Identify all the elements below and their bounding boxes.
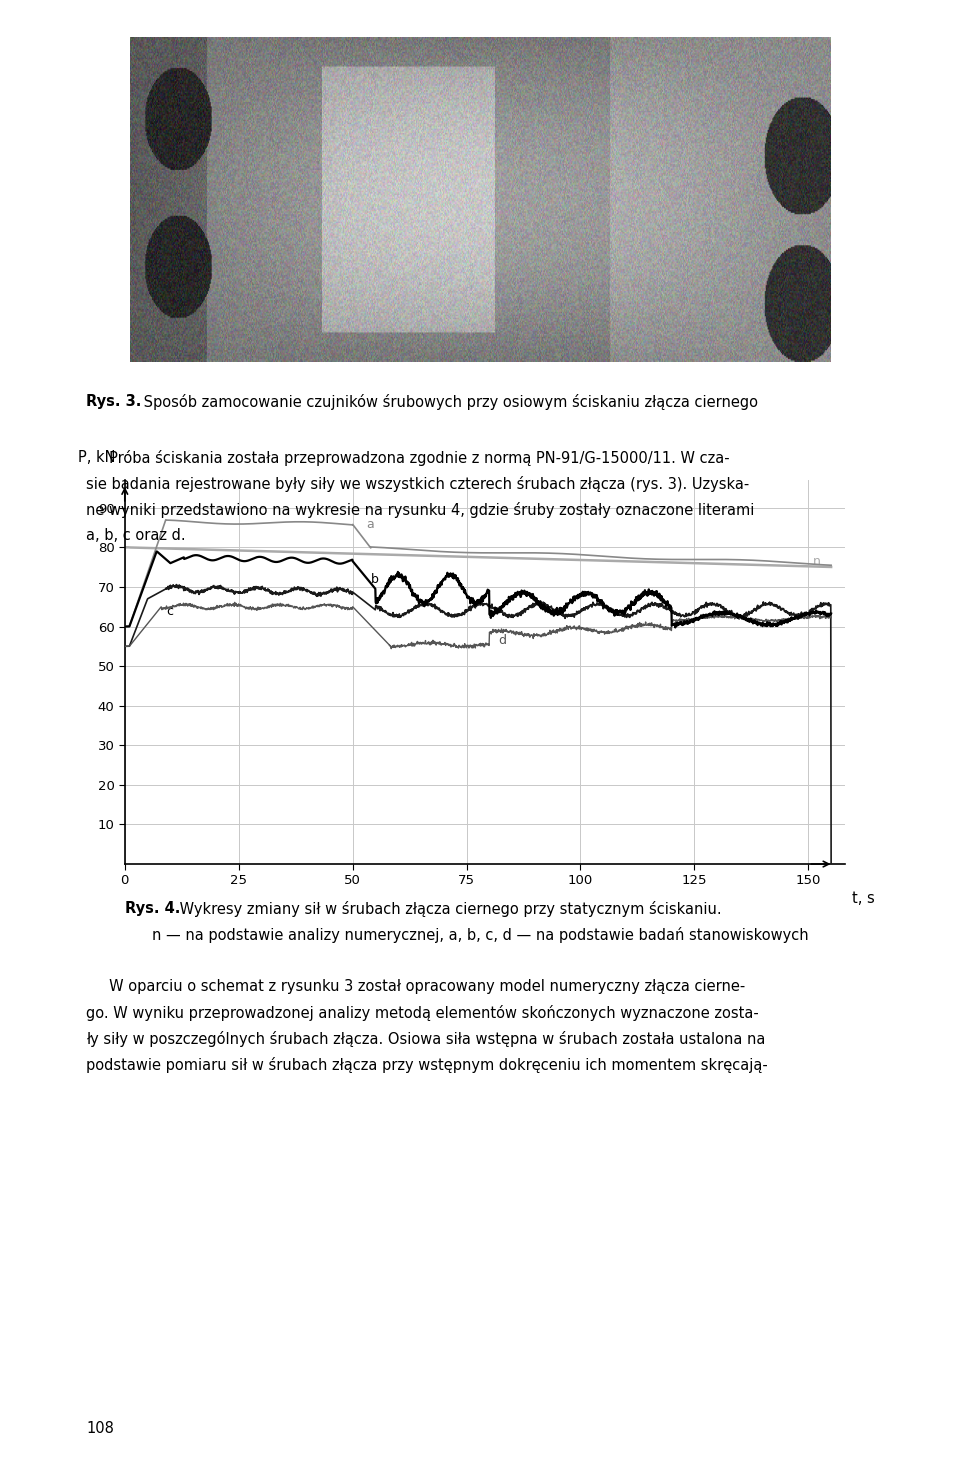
Text: sie badania rejestrowane były siły we wszystkich czterech śrubach złącza (rys. 3: sie badania rejestrowane były siły we ws… xyxy=(86,476,750,492)
Text: d: d xyxy=(498,634,507,647)
Text: n — na podstawie analizy numerycznej, a, b, c, d — na podstawie badań stanowisko: n — na podstawie analizy numerycznej, a,… xyxy=(152,928,808,942)
Text: Rys. 4.: Rys. 4. xyxy=(125,901,180,916)
Text: 108: 108 xyxy=(86,1421,114,1436)
Text: a, b, c oraz d.: a, b, c oraz d. xyxy=(86,529,186,544)
Text: W oparciu o schemat z rysunku 3 został opracowany model numeryczny złącza cierne: W oparciu o schemat z rysunku 3 został o… xyxy=(86,979,746,994)
Text: ły siły w poszczególnych śrubach złącza. Osiowa siła wstępna w śrubach została u: ły siły w poszczególnych śrubach złącza.… xyxy=(86,1031,766,1047)
Text: n: n xyxy=(813,555,821,569)
Text: t, s: t, s xyxy=(852,891,875,905)
Text: go. W wyniku przeprowadzonej analizy metodą elementów skończonych wyznaczone zos: go. W wyniku przeprowadzonej analizy met… xyxy=(86,1006,759,1021)
Text: Rys. 3.: Rys. 3. xyxy=(86,394,142,409)
Text: podstawie pomiaru sił w śrubach złącza przy wstępnym dokręceniu ich momentem skr: podstawie pomiaru sił w śrubach złącza p… xyxy=(86,1058,768,1072)
Text: ne wyniki przedstawiono na wykresie na rysunku 4, gdzie śruby zostały oznaczone : ne wyniki przedstawiono na wykresie na r… xyxy=(86,502,755,518)
Text: a: a xyxy=(367,517,374,530)
Text: c: c xyxy=(166,604,173,617)
Text: Próba ściskania została przeprowadzona zgodnie z normą PN-91/G-15000/11. W cza-: Próba ściskania została przeprowadzona z… xyxy=(86,450,730,467)
Text: b: b xyxy=(371,573,379,586)
Text: Wykresy zmiany sił w śrubach złącza ciernego przy statycznym ściskaniu.: Wykresy zmiany sił w śrubach złącza cier… xyxy=(175,901,721,917)
Text: P, kN: P, kN xyxy=(78,449,115,465)
Text: Sposób zamocowanie czujników śrubowych przy osiowym ściskaniu złącza ciernego: Sposób zamocowanie czujników śrubowych p… xyxy=(139,394,758,411)
